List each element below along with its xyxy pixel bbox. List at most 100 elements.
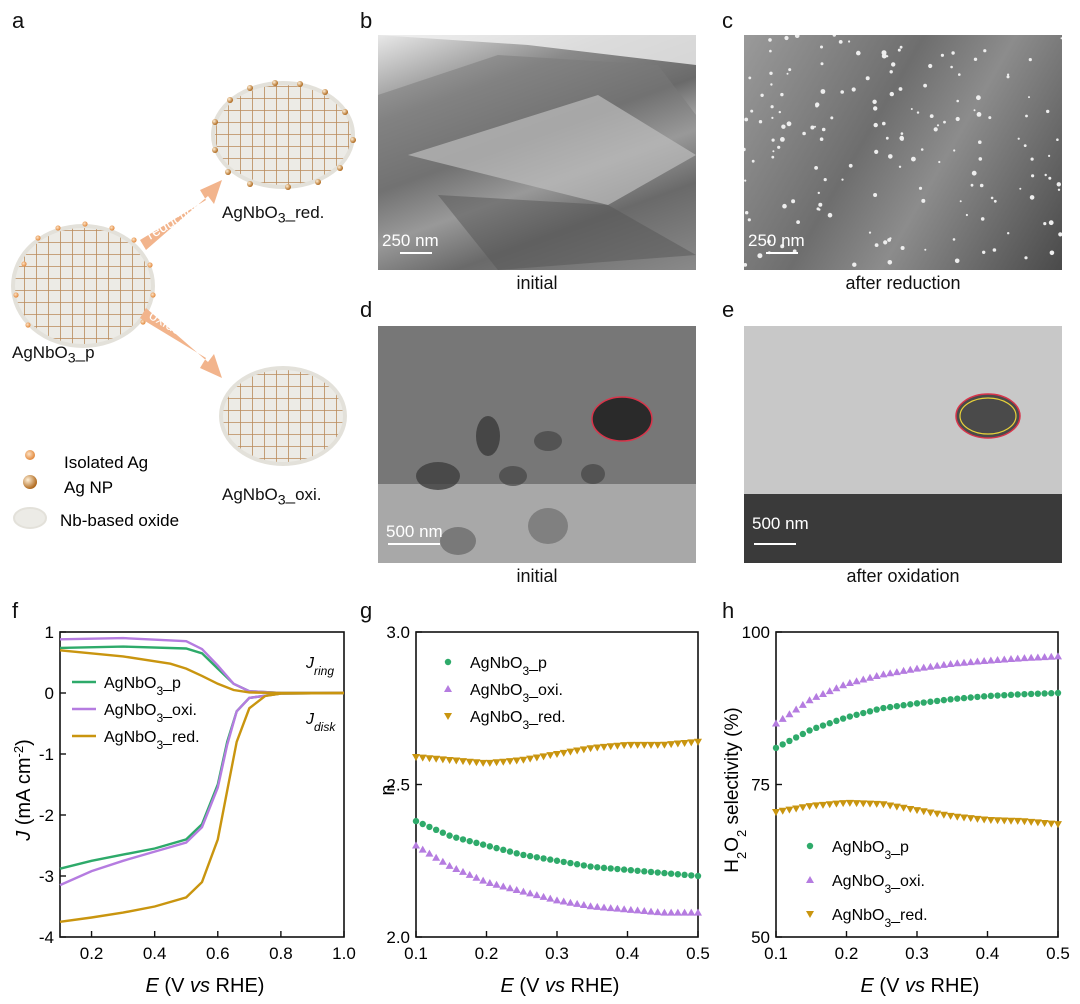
chart-f-rrde: 0.2 0.4 0.6 0.8 1.0 1 0 -1 -2 -3 -4 Jring Jdisk AgNbO…	[11, 623, 356, 997]
data-point	[479, 876, 488, 884]
data-point	[866, 800, 874, 808]
data-point	[825, 687, 834, 695]
data-point	[939, 811, 948, 819]
data-point	[1007, 655, 1015, 663]
legend-label: AgNbO3_red.	[832, 907, 928, 930]
data-point	[640, 741, 649, 749]
panel-label-a: a	[12, 8, 25, 33]
data-point	[786, 737, 793, 745]
data-point	[573, 861, 581, 868]
scale-bar-label: 500 nm	[386, 522, 443, 541]
data-point	[927, 698, 934, 705]
series-disk-line	[59, 691, 345, 887]
panel-label-f: f	[12, 598, 19, 623]
data-point	[526, 755, 535, 763]
data-point	[1000, 817, 1009, 825]
data-point	[573, 899, 582, 907]
data-point	[445, 861, 454, 869]
data-point	[425, 849, 434, 857]
data-point	[933, 697, 941, 705]
data-point	[660, 908, 669, 916]
label-agnbo3-red: AgNbO3_red.	[222, 203, 325, 227]
legend-marker	[806, 842, 814, 850]
legend-marker	[444, 685, 452, 692]
data-point	[1027, 818, 1036, 826]
data-point	[519, 756, 528, 764]
data-point	[1027, 690, 1035, 698]
data-point	[852, 800, 861, 808]
legend-label: AgNbO3_p	[832, 839, 909, 862]
data-point	[587, 863, 594, 870]
data-point	[452, 757, 461, 765]
data-point	[526, 889, 535, 897]
data-point	[987, 692, 995, 700]
y-tick-label: 3.0	[386, 623, 410, 642]
data-point	[606, 743, 615, 751]
data-point	[798, 700, 807, 708]
y-tick-label: 75	[751, 776, 770, 795]
data-point	[974, 693, 981, 701]
data-point	[479, 759, 488, 767]
data-point	[479, 841, 487, 848]
data-point	[593, 902, 602, 910]
data-point	[472, 759, 481, 767]
data-point	[586, 902, 595, 910]
data-point	[620, 866, 628, 873]
data-point	[539, 753, 548, 761]
data-point	[673, 740, 682, 748]
data-point	[506, 758, 514, 766]
data-point	[600, 903, 608, 911]
data-point	[519, 887, 528, 895]
panel-label-h: h	[722, 598, 735, 623]
data-point	[580, 862, 588, 869]
data-point	[526, 852, 534, 860]
data-point	[1007, 691, 1015, 699]
data-point	[614, 865, 621, 873]
data-point	[579, 901, 588, 909]
data-point	[886, 669, 895, 677]
data-point	[832, 800, 841, 808]
data-point	[633, 906, 642, 914]
data-point	[412, 817, 420, 825]
y-axis-label: n	[377, 784, 399, 795]
y-tick-label: -2	[39, 806, 54, 825]
data-point	[633, 741, 642, 749]
data-point	[634, 867, 641, 874]
data-point	[1040, 653, 1049, 661]
data-point	[819, 801, 827, 809]
data-point	[512, 757, 521, 765]
y-tick-label: 2.0	[386, 928, 410, 947]
data-point	[993, 655, 1002, 663]
legend-marker	[806, 876, 814, 883]
panel-label-c: c	[722, 8, 733, 33]
data-point	[600, 743, 608, 751]
data-point	[926, 809, 935, 817]
data-point	[779, 741, 786, 748]
data-point	[667, 741, 676, 749]
scale-bar-label: 500 nm	[752, 514, 809, 533]
data-point	[500, 846, 507, 854]
data-point	[520, 851, 527, 859]
reduction-label: reduction	[144, 198, 206, 244]
data-point	[687, 739, 696, 747]
data-point	[994, 692, 1001, 699]
data-point	[607, 865, 614, 872]
data-point	[425, 755, 434, 763]
data-point	[792, 734, 800, 741]
data-point	[567, 859, 574, 867]
data-point	[566, 898, 575, 906]
data-point	[620, 905, 629, 913]
data-point	[547, 856, 554, 863]
data-point	[654, 869, 661, 876]
data-point	[966, 815, 975, 823]
panel-label-e: e	[722, 297, 735, 322]
data-point	[973, 815, 982, 823]
data-point	[812, 692, 821, 700]
data-point	[900, 702, 907, 709]
data-point	[553, 751, 561, 758]
data-point	[465, 758, 474, 766]
data-point	[792, 705, 801, 713]
chart-g-electron-number: 0.1 0.2 0.3 0.4 0.5 2.0 2.5 3.0 AgNbO3_p AgNbO3_o…	[377, 623, 710, 997]
data-point	[687, 908, 696, 916]
data-point	[647, 741, 655, 749]
